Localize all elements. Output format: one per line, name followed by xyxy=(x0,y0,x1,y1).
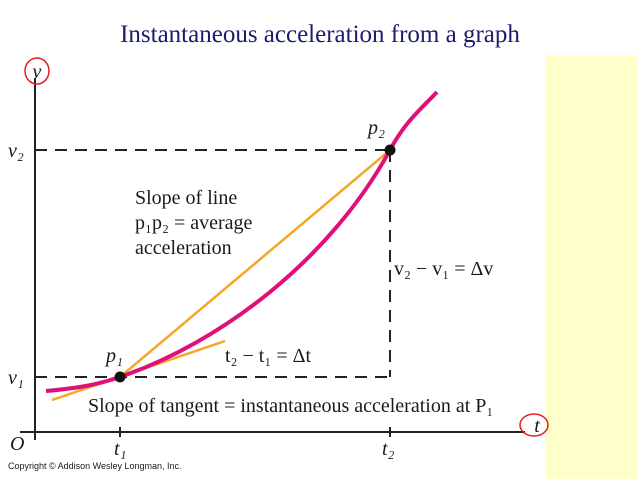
tick-label: t₁ xyxy=(114,438,127,460)
tick-label: t₂ xyxy=(382,438,395,460)
copyright: Copyright © Addison Wesley Longman, Inc. xyxy=(8,461,182,471)
note: t₂ − t₁ = Δt xyxy=(225,345,311,367)
axis-label: v xyxy=(33,61,42,83)
origin-label: O xyxy=(10,433,24,455)
axis-label: t xyxy=(534,415,540,437)
slide-title: Instantaneous acceleration from a graph xyxy=(120,21,520,48)
point xyxy=(384,144,396,156)
note: v₂ − v₁ = Δv xyxy=(394,258,493,280)
chord xyxy=(119,149,391,378)
note: Slope of tangent = instantaneous acceler… xyxy=(88,395,493,417)
slide-background xyxy=(545,55,638,479)
tick-label: v₁ xyxy=(8,367,24,389)
highlight-circle xyxy=(24,57,50,85)
tick-label: v₂ xyxy=(8,140,24,162)
point xyxy=(114,371,126,383)
point-label: p₂ xyxy=(366,117,385,139)
note: Slope of line xyxy=(135,187,237,209)
point-label: p₁ xyxy=(104,345,123,367)
velocity-curve xyxy=(45,90,439,393)
highlight-circle xyxy=(519,413,549,437)
guides xyxy=(35,149,391,378)
note: acceleration xyxy=(135,237,232,259)
note: p₁p₂ = average xyxy=(135,212,253,234)
